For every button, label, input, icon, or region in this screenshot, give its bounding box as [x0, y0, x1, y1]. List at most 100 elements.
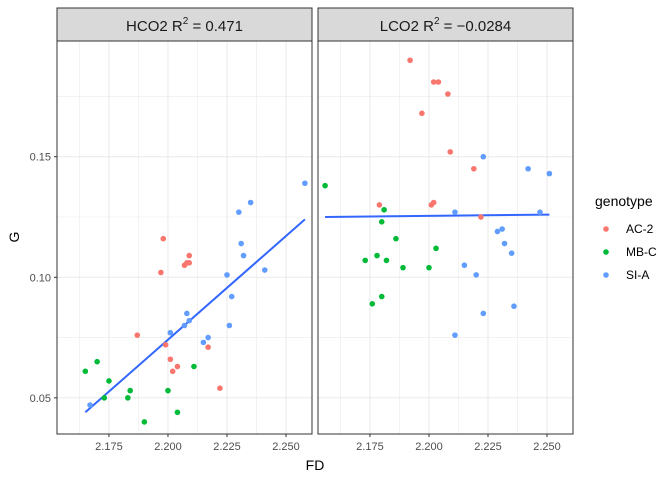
data-point-mb-c [362, 257, 369, 264]
legend: genotype AC-2 MB-C SI-A [595, 193, 657, 282]
data-point-si-a [236, 209, 242, 215]
x-axis-title: FD [306, 457, 325, 473]
points-group [322, 57, 553, 338]
legend-title: genotype [595, 193, 653, 209]
data-point-si-a [473, 272, 479, 278]
data-point-ac-2 [217, 385, 223, 391]
data-point-mb-c [106, 378, 112, 384]
data-point-si-a [499, 226, 505, 232]
data-point-ac-2 [430, 199, 437, 206]
x-axis: 2.175 2.200 2.225 2.250 [95, 434, 300, 453]
y-tick-label: 0.10 [30, 272, 51, 284]
x-tick-label: 2.225 [213, 441, 241, 453]
grid-lines [57, 41, 312, 434]
legend-key-si-a [603, 272, 609, 278]
data-point-si-a [452, 332, 458, 338]
y-tick-label: 0.15 [30, 152, 51, 164]
data-point-ac-2 [158, 269, 164, 276]
plot-panel-border [56, 40, 313, 435]
data-point-si-a [461, 262, 468, 269]
data-point-ac-2 [174, 363, 181, 370]
plot-panel-background [57, 41, 312, 434]
data-point-mb-c [381, 206, 387, 213]
x-tick-label: 2.200 [154, 441, 182, 453]
x-tick-label: 2.175 [356, 441, 384, 453]
data-point-ac-2 [435, 79, 442, 85]
data-point-si-a [546, 170, 553, 177]
legend-label: MB-C [626, 245, 657, 259]
data-point-mb-c [141, 419, 148, 425]
data-point-si-a [224, 272, 230, 278]
points-group [82, 180, 308, 425]
data-point-ac-2 [186, 260, 193, 266]
grid-lines [318, 41, 573, 434]
strip-label: HCO2 R2 = 0.471 [126, 16, 243, 35]
data-point-mb-c [165, 387, 171, 394]
legend-key-mb-c [603, 249, 609, 255]
data-point-mb-c [174, 409, 181, 416]
y-axis: 0.05 0.10 0.15 [30, 152, 57, 405]
data-point-si-a [480, 310, 487, 317]
data-point-si-a [226, 322, 233, 329]
data-point-si-a [480, 153, 487, 160]
data-point-si-a [494, 228, 501, 235]
data-point-ac-2 [186, 252, 193, 259]
x-tick-label: 2.200 [415, 441, 443, 453]
x-tick-label: 2.225 [474, 441, 502, 453]
data-point-mb-c [322, 182, 328, 189]
data-point-mb-c [94, 358, 100, 365]
data-point-si-a [181, 322, 188, 329]
legend-label: SI-A [626, 268, 649, 282]
y-axis-title: G [6, 232, 22, 243]
data-point-si-a [247, 199, 254, 206]
fit-line [325, 213, 550, 219]
data-point-ac-2 [167, 356, 174, 363]
fit-line [84, 218, 306, 414]
data-point-ac-2 [478, 214, 484, 220]
data-point-ac-2 [471, 165, 477, 172]
data-point-si-a [302, 180, 308, 187]
plot-panel-background [318, 41, 573, 434]
x-tick-label: 2.175 [95, 441, 123, 453]
x-tick-label: 2.250 [533, 441, 561, 453]
data-point-mb-c [374, 252, 380, 259]
data-point-si-a [186, 317, 193, 324]
data-point-ac-2 [376, 202, 383, 208]
legend-keys: AC-2 MB-C SI-A [603, 222, 657, 282]
data-point-si-a [167, 329, 174, 336]
data-point-mb-c [191, 363, 197, 370]
data-point-ac-2 [169, 368, 176, 375]
data-point-mb-c [378, 293, 385, 300]
data-point-ac-2 [205, 344, 211, 351]
legend-key-ac-2 [603, 226, 609, 232]
strip-background [56, 7, 313, 42]
data-point-ac-2 [162, 341, 169, 348]
data-point-mb-c [433, 245, 439, 252]
y-tick-label: 0.05 [30, 393, 51, 405]
data-point-ac-2 [447, 149, 454, 155]
data-point-si-a [205, 334, 211, 341]
panel-lco2: LCO2 R2 = −0.0284 2.175 2.200 2.225 2.250 [317, 7, 574, 453]
data-point-ac-2 [445, 91, 451, 97]
data-point-si-a [238, 240, 244, 247]
data-point-si-a [452, 209, 458, 215]
panel-hco2: HCO2 R2 = 0.471 2.175 2.200 2.225 2.250 [56, 7, 313, 453]
data-point-ac-2 [419, 110, 425, 117]
data-point-si-a [228, 293, 235, 300]
data-point-mb-c [383, 257, 390, 264]
data-point-mb-c [426, 264, 432, 271]
data-point-mb-c [369, 301, 376, 307]
strip-background [317, 7, 574, 42]
data-point-mb-c [378, 219, 385, 225]
data-point-si-a [525, 165, 531, 172]
data-point-si-a [511, 303, 517, 310]
fit-line-group [325, 213, 550, 219]
data-point-ac-2 [160, 235, 167, 242]
data-point-si-a [200, 339, 207, 346]
strip-label: LCO2 R2 = −0.0284 [380, 16, 511, 35]
x-tick-label: 2.250 [272, 441, 300, 453]
data-point-si-a [537, 209, 543, 215]
data-point-si-a [508, 250, 515, 256]
data-point-ac-2 [407, 57, 413, 64]
